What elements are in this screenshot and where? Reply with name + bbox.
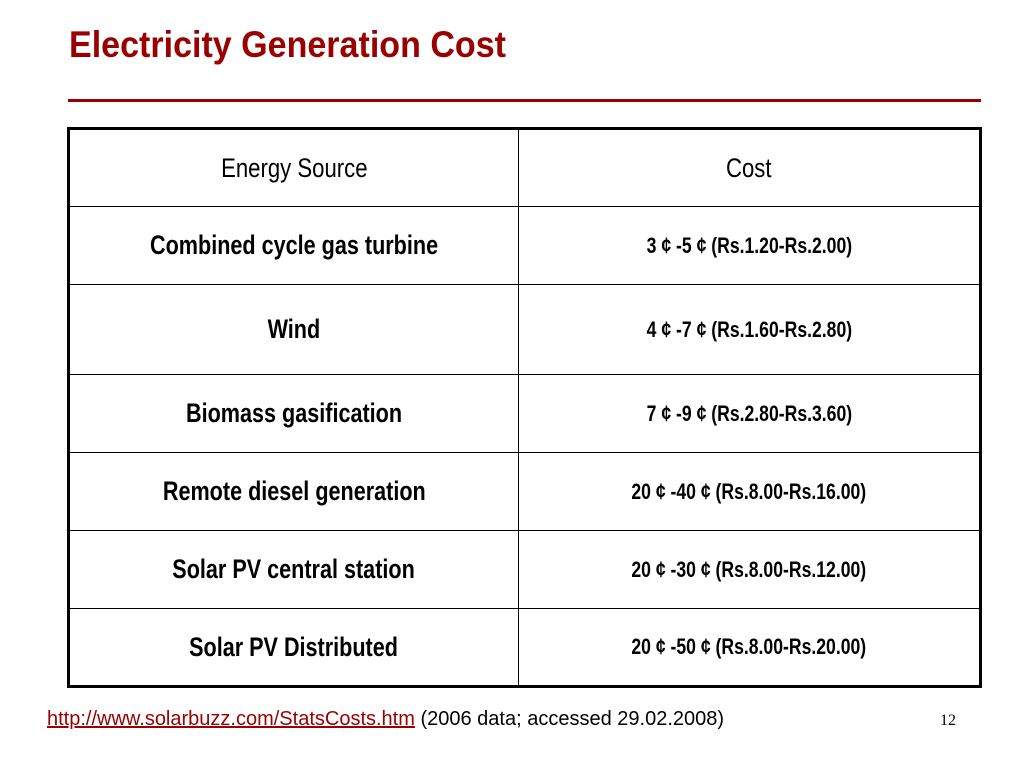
table-row: Biomass gasification 7 ¢ -9 ¢ (Rs.2.80-R…	[68, 374, 981, 453]
source-label: Remote diesel generation	[162, 476, 426, 506]
source-cell: Biomass gasification	[68, 374, 519, 453]
cost-cell: 20 ¢ -30 ¢ (Rs.8.00-Rs.12.00)	[518, 530, 981, 609]
header-cost: Cost	[726, 152, 772, 183]
cost-cell: 20 ¢ -40 ¢ (Rs.8.00-Rs.16.00)	[518, 452, 981, 531]
source-cell: Solar PV Distributed	[68, 608, 519, 687]
cost-value: 20 ¢ -50 ¢ (Rs.8.00-Rs.20.00)	[631, 634, 867, 659]
cost-value: 7 ¢ -9 ¢ (Rs.2.80-Rs.3.60)	[646, 400, 852, 426]
page-number: 12	[940, 712, 956, 729]
source-label: Biomass gasification	[185, 398, 403, 428]
source-label: Wind	[267, 314, 321, 344]
header-cell-cost: Cost	[518, 128, 981, 207]
source-footer: http://www.solarbuzz.com/StatsCosts.htm …	[47, 708, 724, 731]
header-energy-source: Energy Source	[220, 152, 368, 183]
cost-cell: 3 ¢ -5 ¢ (Rs.1.20-Rs.2.00)	[518, 206, 981, 285]
cost-value: 4 ¢ -7 ¢ (Rs.1.60-Rs.2.80)	[646, 316, 852, 342]
table-header-row: Energy Source Cost	[68, 128, 981, 207]
table-row: Combined cycle gas turbine 3 ¢ -5 ¢ (Rs.…	[68, 206, 981, 285]
cost-cell: 20 ¢ -50 ¢ (Rs.8.00-Rs.20.00)	[518, 608, 981, 687]
table-row: Solar PV central station 20 ¢ -30 ¢ (Rs.…	[68, 530, 981, 609]
cost-value: 20 ¢ -30 ¢ (Rs.8.00-Rs.12.00)	[631, 556, 867, 582]
generation-cost-table: Energy Source Cost Combined cycle gas tu…	[67, 127, 982, 688]
cost-cell: 7 ¢ -9 ¢ (Rs.2.80-Rs.3.60)	[518, 374, 981, 453]
source-cell: Remote diesel generation	[68, 452, 519, 531]
cost-value: 3 ¢ -5 ¢ (Rs.1.20-Rs.2.00)	[646, 232, 852, 258]
source-label: Solar PV Distributed	[189, 631, 399, 662]
table-row: Wind 4 ¢ -7 ¢ (Rs.1.60-Rs.2.80)	[68, 284, 981, 375]
source-label: Combined cycle gas turbine	[149, 230, 439, 260]
source-cell: Wind	[68, 284, 519, 375]
header-cell-energy-source: Energy Source	[68, 128, 519, 207]
source-cell: Solar PV central station	[68, 530, 519, 609]
source-link[interactable]: http://www.solarbuzz.com/StatsCosts.htm	[47, 708, 415, 730]
slide-title: Electricity Generation Cost	[69, 24, 506, 65]
cost-cell: 4 ¢ -7 ¢ (Rs.1.60-Rs.2.80)	[518, 284, 981, 375]
cost-value: 20 ¢ -40 ¢ (Rs.8.00-Rs.16.00)	[631, 478, 867, 504]
source-note: (2006 data; accessed 29.02.2008)	[420, 708, 725, 730]
table-row: Remote diesel generation 20 ¢ -40 ¢ (Rs.…	[68, 452, 981, 531]
source-cell: Combined cycle gas turbine	[68, 206, 519, 285]
table-row: Solar PV Distributed 20 ¢ -50 ¢ (Rs.8.00…	[68, 608, 981, 687]
source-label: Solar PV central station	[172, 554, 416, 584]
title-divider	[68, 99, 981, 102]
